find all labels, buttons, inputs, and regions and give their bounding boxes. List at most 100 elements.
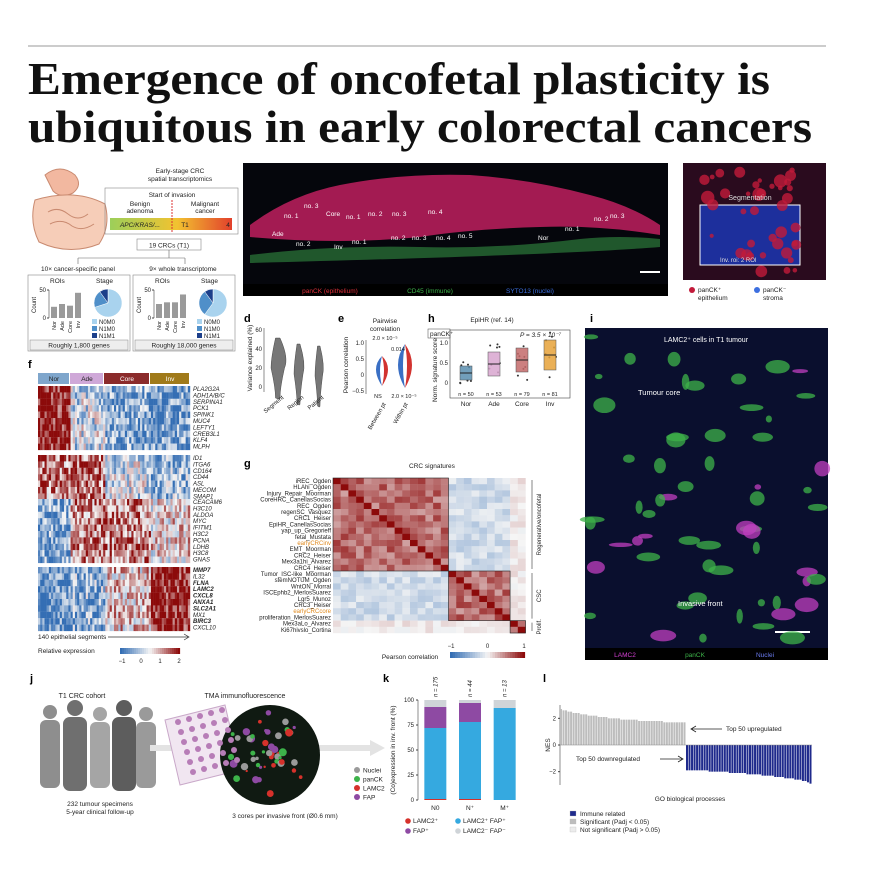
heat-cell (155, 487, 158, 494)
heat-cell (122, 556, 126, 564)
heat-cell (153, 493, 156, 500)
heat-cell (124, 493, 128, 500)
heat-cell (38, 386, 41, 393)
heat-cell (55, 550, 58, 557)
heat-cell (176, 599, 180, 606)
heat-cell (109, 537, 113, 544)
bar (756, 745, 759, 775)
heat-cell (140, 455, 143, 462)
tissue-texture (771, 608, 796, 621)
heat-cell (133, 605, 136, 612)
heat-cell (105, 605, 108, 612)
heat-cell (129, 605, 132, 612)
heat-cell (348, 490, 357, 497)
heat-cell (179, 537, 182, 544)
heat-cell (463, 608, 472, 615)
heat-cell (456, 509, 465, 516)
heat-cell (94, 586, 97, 593)
heat-cell (471, 478, 480, 485)
heat-cell (59, 518, 63, 525)
heat-cell (83, 592, 86, 600)
heat-cell (96, 531, 99, 538)
heat-cell (85, 480, 89, 488)
heat-cell (122, 398, 126, 406)
heat-cell (142, 531, 145, 538)
heat-cell (48, 505, 52, 512)
heat-cell (148, 411, 152, 419)
heat-cell (44, 505, 47, 512)
heat-cell (114, 437, 117, 444)
heat-cell (487, 552, 495, 559)
colorbar-cell (517, 652, 521, 658)
heat-cell (72, 480, 76, 488)
heat-cell (410, 478, 418, 485)
heat-cell (44, 411, 47, 419)
heat-cell (77, 531, 80, 538)
heat-cell (448, 533, 457, 541)
heat-cell (179, 437, 182, 444)
heat-cell (379, 552, 388, 559)
heat-cell (74, 567, 78, 574)
heat-cell (176, 437, 180, 444)
progression-bar (110, 218, 232, 230)
heat-cell (433, 527, 441, 534)
heat-cell (90, 505, 93, 512)
heat-cell (116, 455, 119, 462)
heat-cell (53, 424, 56, 431)
heat-cell (105, 537, 108, 544)
heat-cell (72, 511, 76, 519)
heat-cell (111, 480, 115, 488)
heat-cell (463, 620, 472, 627)
heat-cell (146, 543, 149, 551)
heat-cell (83, 487, 86, 494)
heat-cell (161, 424, 165, 431)
heat-cell (48, 411, 52, 419)
label: ADH1A/B/C (192, 393, 225, 399)
label: −1 (448, 644, 456, 650)
heat-cell (44, 531, 47, 538)
heat-cell (98, 556, 102, 564)
label: no. 1 (352, 239, 367, 246)
heat-cell (172, 461, 175, 468)
heat-cell (463, 496, 472, 503)
heat-cell (51, 398, 54, 406)
heat-cell (103, 499, 106, 506)
heat-cell (85, 411, 89, 419)
heat-cell (53, 524, 56, 532)
heat-cell (103, 556, 106, 564)
heat-cell (83, 556, 86, 564)
heat-cell (57, 405, 60, 412)
heat-cell (57, 480, 60, 488)
heat-cell (174, 550, 178, 557)
heat-cell (410, 533, 418, 541)
heat-cell (114, 511, 117, 519)
label: PLA2G2A (193, 387, 220, 393)
label: CRC1_Heiser (294, 516, 331, 522)
heat-cell (44, 398, 47, 406)
heat-cell (131, 424, 134, 431)
heat-cell (79, 592, 82, 600)
colorbar-cell (477, 652, 481, 658)
heat-cell (55, 405, 58, 412)
heat-cell (456, 490, 465, 497)
heat-cell (142, 511, 145, 519)
heat-cell (448, 595, 457, 603)
heat-cell (105, 531, 108, 538)
heat-cell (74, 537, 78, 544)
heat-cell (187, 411, 191, 419)
heat-cell (144, 386, 147, 393)
heat-cell (187, 480, 191, 488)
heat-cell (157, 467, 160, 475)
heat-cell (48, 480, 52, 488)
heat-cell (46, 550, 50, 557)
heat-cell (371, 478, 380, 485)
heat-cell (122, 511, 126, 519)
heat-cell (98, 480, 102, 488)
tissue-texture (257, 719, 262, 724)
bar-segment (424, 700, 447, 707)
heat-cell (174, 430, 178, 438)
heat-cell (163, 592, 167, 600)
heat-cell (340, 571, 349, 578)
heat-cell (74, 480, 78, 488)
colorbar-cell (174, 648, 177, 654)
